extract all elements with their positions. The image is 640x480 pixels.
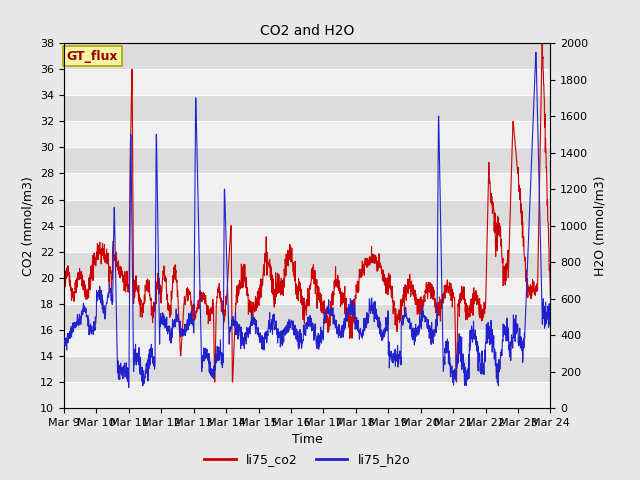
Bar [64,121,550,147]
Bar [64,96,550,121]
Bar [64,330,550,356]
Bar [64,356,550,382]
Y-axis label: H2O (mmol/m3): H2O (mmol/m3) [594,175,607,276]
Bar [64,252,550,278]
Bar [64,200,550,226]
Title: CO2 and H2O: CO2 and H2O [260,24,355,38]
Legend: li75_co2, li75_h2o: li75_co2, li75_h2o [200,448,415,471]
Text: GT_flux: GT_flux [67,49,118,62]
Bar [64,147,550,173]
Bar [64,43,550,69]
Bar [64,226,550,252]
Bar [64,278,550,304]
Y-axis label: CO2 (mmol/m3): CO2 (mmol/m3) [22,176,35,276]
X-axis label: Time: Time [292,433,323,446]
Bar [64,69,550,96]
Bar [64,173,550,200]
Bar [64,304,550,330]
Bar [64,382,550,408]
